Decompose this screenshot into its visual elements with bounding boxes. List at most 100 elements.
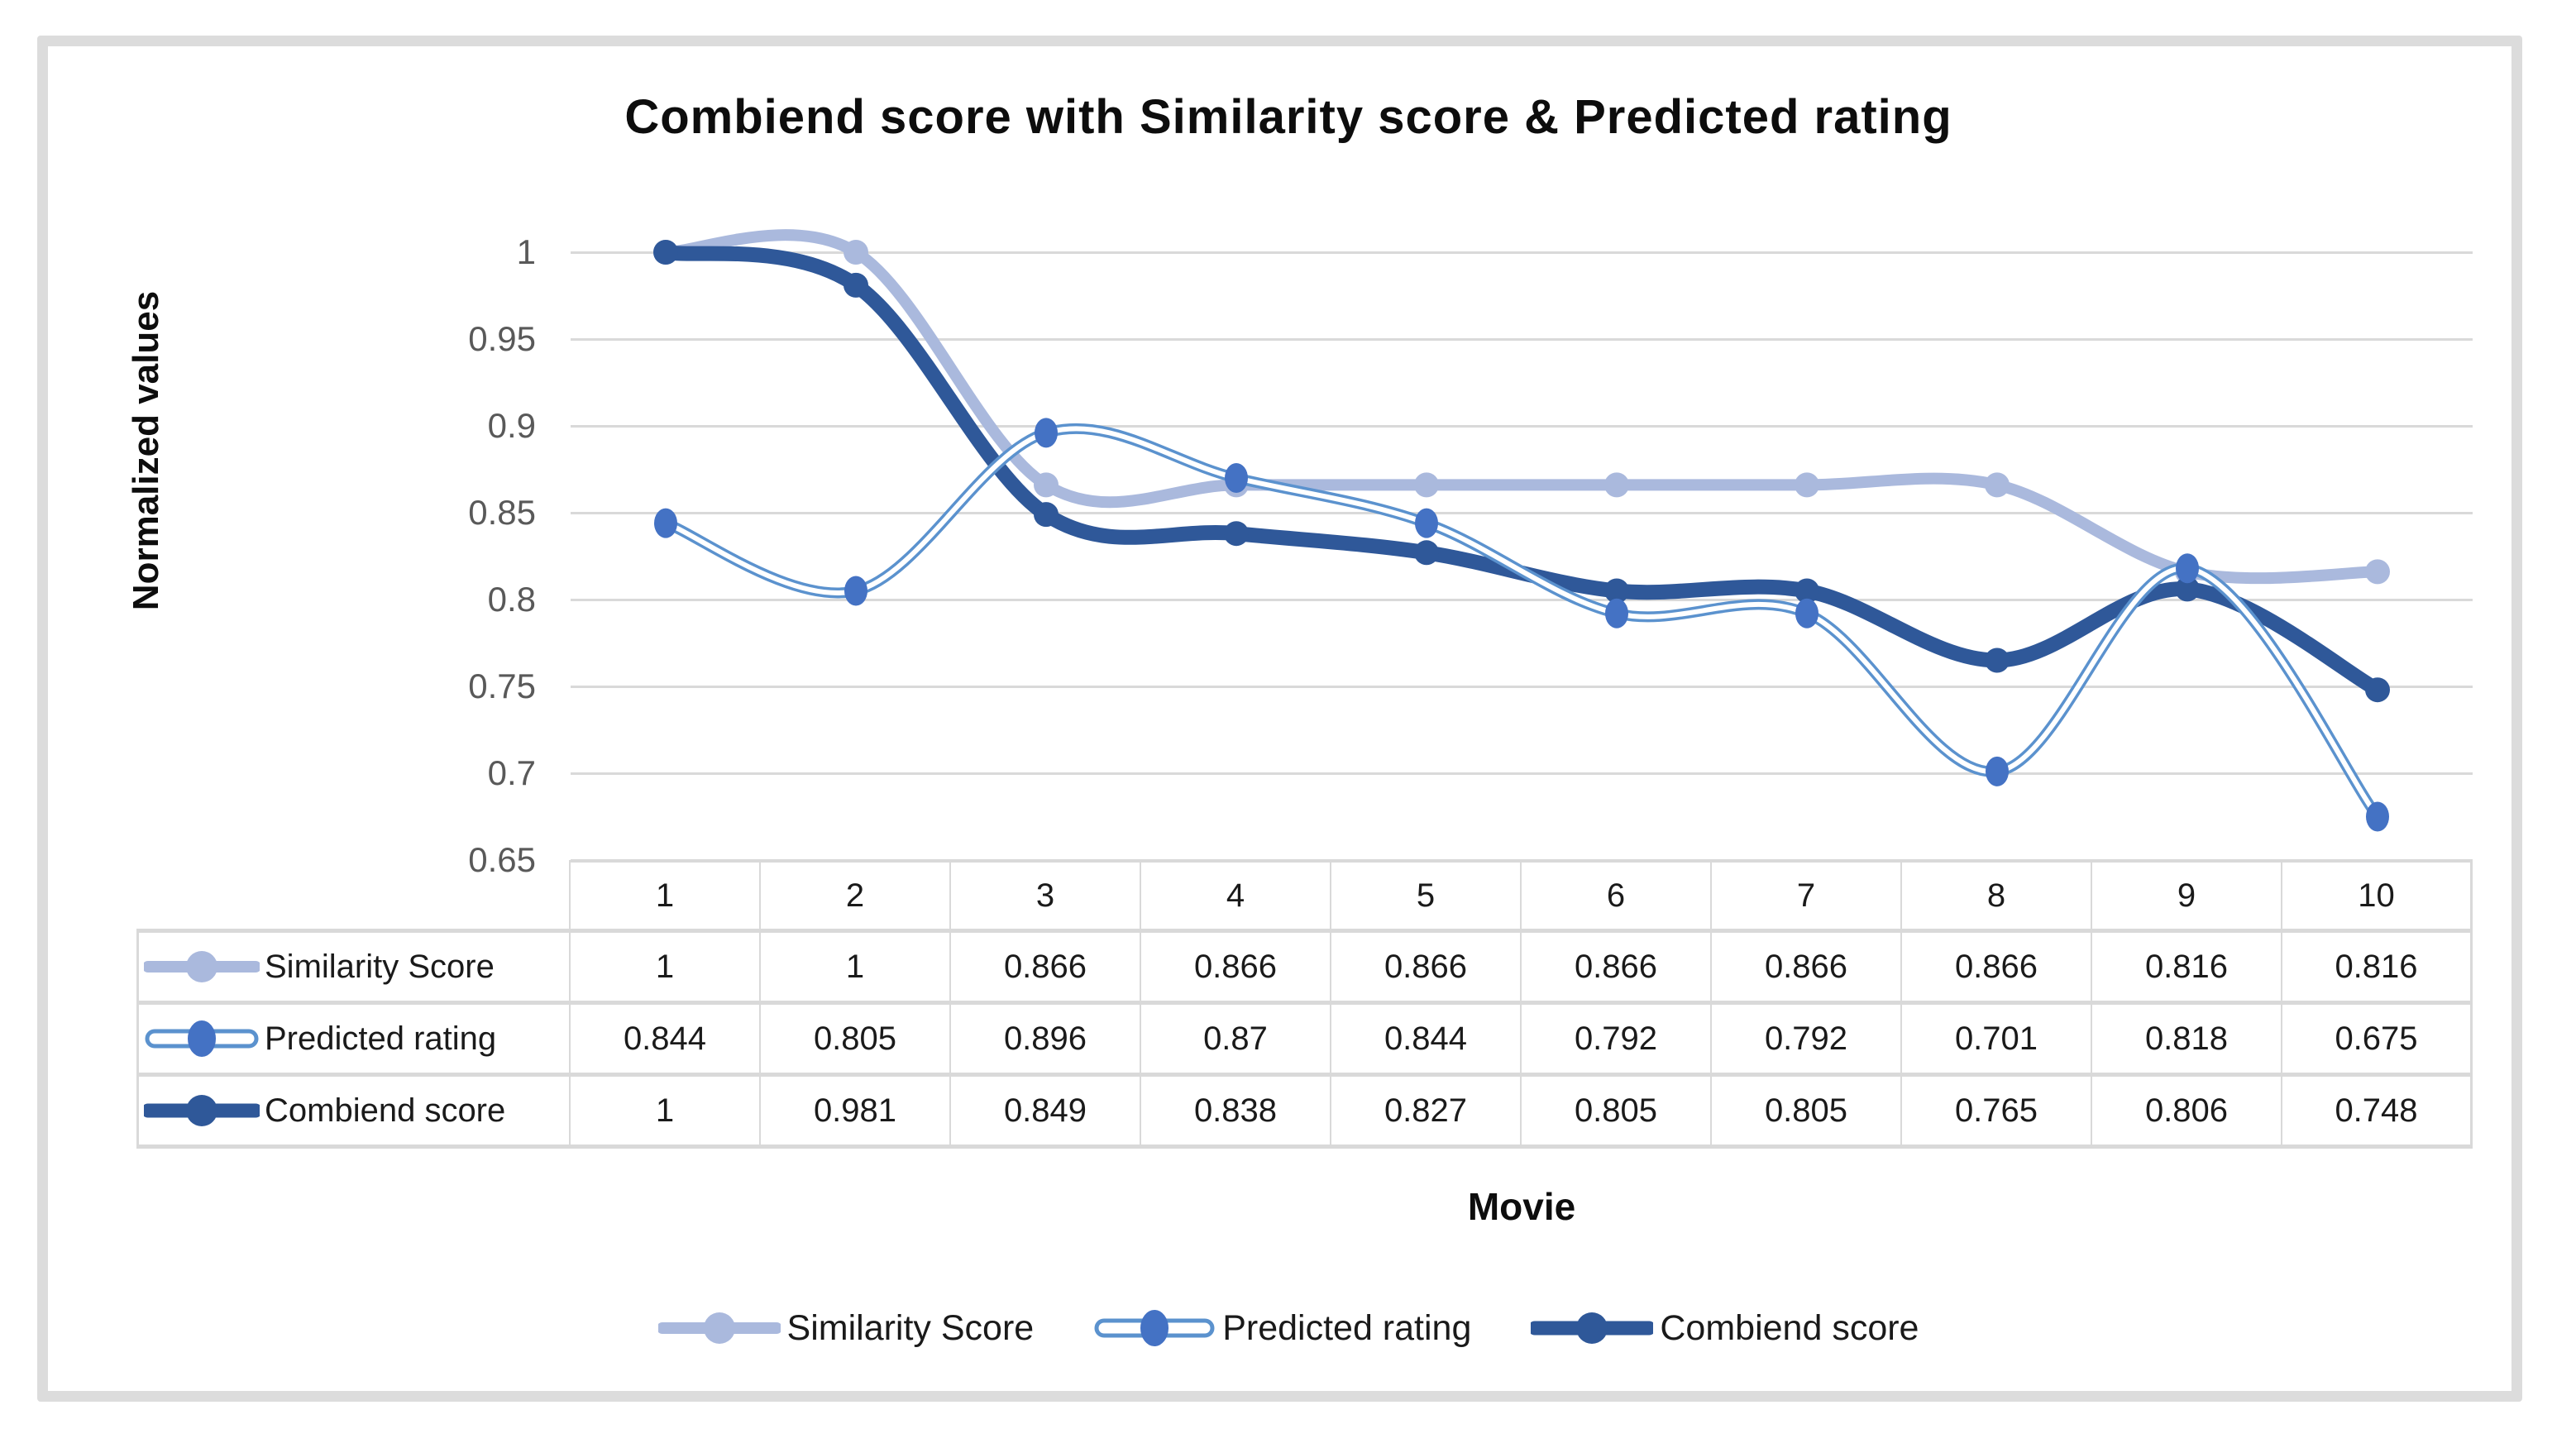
table-cell: 0.866: [1331, 933, 1522, 1005]
chart-outer-frame: [37, 36, 2522, 1402]
y-tick-label: 0.9: [487, 406, 536, 445]
table-cell: 0.866: [951, 933, 1141, 1005]
data-point-marker: [2365, 559, 2390, 585]
y-tick-label: 0.75: [468, 667, 536, 705]
legend-key-graphic: [657, 1312, 781, 1344]
series-name-label: Similarity Score: [265, 948, 495, 985]
table-header-cell: 8: [1902, 860, 2092, 933]
table-cell: 0.866: [1141, 933, 1331, 1005]
legend-label: Predicted rating: [1222, 1307, 1472, 1348]
data-point-marker: [1034, 502, 1059, 528]
legend-key-graphic: [1531, 1312, 1654, 1344]
table-cell: 0.844: [1331, 1005, 1522, 1077]
table-header-cell: 10: [2282, 860, 2473, 933]
legend-key-graphic: [145, 1020, 259, 1057]
table-cell: 0.805: [1522, 1077, 1712, 1149]
series-name-label: Combiend score: [265, 1092, 506, 1129]
similarity-score-line-marker-icon: [144, 945, 260, 988]
table-cell: 0.792: [1522, 1005, 1712, 1077]
data-point-marker: [1604, 578, 1629, 604]
legend-label: Similarity Score: [786, 1307, 1035, 1348]
series-label-predicted-rating: Predicted rating: [136, 1005, 571, 1077]
data-point-marker: [1986, 756, 2009, 786]
data-point-marker: [653, 240, 678, 265]
table-cell: 0.792: [1712, 1005, 1902, 1077]
line-chart-plot: [653, 229, 2390, 832]
table-cell: 0.981: [761, 1077, 951, 1149]
data-point-marker: [1415, 508, 1438, 538]
y-tick-label: 0.7: [487, 753, 536, 792]
table-cell: 0.805: [761, 1005, 951, 1077]
x-axis-title: Movie: [1467, 1185, 1576, 1228]
table-cell: 0.701: [1902, 1005, 2092, 1077]
table-cell: 0.866: [1712, 933, 1902, 1005]
legend-key-graphic: [1094, 1310, 1215, 1346]
data-point-marker: [1414, 540, 1439, 566]
table-header-cell: 1: [571, 860, 761, 933]
table-cell: 1: [761, 933, 951, 1005]
table-header-cell: 2: [761, 860, 951, 933]
data-point-marker: [1985, 472, 2010, 498]
data-point-marker: [2175, 576, 2200, 602]
series-name-label: Predicted rating: [265, 1020, 497, 1057]
data-table: 1 2 3 4 5 6 7 8 9 10 Similarity Score 1 1 0.866 0.866 0…: [136, 860, 2473, 1149]
data-point-marker: [1795, 578, 1819, 604]
table-cell: 0.838: [1141, 1077, 1331, 1149]
gridline: [571, 599, 2473, 601]
predicted-rating-line-marker-icon: [144, 1017, 260, 1060]
series-label-similarity-score: Similarity Score: [136, 933, 571, 1005]
y-tick-label: 1: [516, 232, 536, 271]
data-point-marker: [1795, 598, 1818, 628]
series-line-similarity-score: [660, 229, 2383, 585]
table-header-cell: 5: [1331, 860, 1522, 933]
data-point-marker: [1414, 472, 1439, 498]
table-cell: 0.805: [1712, 1077, 1902, 1149]
chart-legend: Similarity Score Predicted rating Combie…: [48, 1305, 2529, 1351]
table-cell: 1: [571, 933, 761, 1005]
data-point-marker: [1034, 472, 1059, 498]
y-tick-label: 0.65: [468, 840, 536, 879]
table-cell: 0.844: [571, 1005, 761, 1077]
table-corner-cell: [136, 860, 571, 933]
series-label-combiend-score: Combiend score: [136, 1077, 571, 1149]
data-point-marker: [2176, 553, 2199, 584]
data-point-marker: [1985, 648, 2010, 673]
data-point-marker: [1795, 472, 1819, 498]
y-tick-label: 0.8: [487, 580, 536, 619]
table-cell: 0.765: [1902, 1077, 2092, 1149]
table-cell: 0.849: [951, 1077, 1141, 1149]
table-cell: 0.806: [2092, 1077, 2282, 1149]
data-point-marker: [654, 508, 677, 538]
chart-title: Combiend score with Similarity score & P…: [624, 90, 1952, 144]
data-point-marker: [1604, 472, 1629, 498]
legend-key-graphic: [144, 1095, 260, 1126]
table-header-cell: 7: [1712, 860, 1902, 933]
combiend-score-line-marker-icon: [1531, 1305, 1654, 1351]
data-point-marker: [2365, 677, 2390, 703]
combiend-score-line-marker-icon: [144, 1089, 260, 1132]
table-cell: 0.87: [1141, 1005, 1331, 1077]
gridline: [571, 425, 2473, 428]
similarity-score-line-marker-icon: [657, 1305, 781, 1351]
legend-key-graphic: [144, 951, 260, 982]
gridline: [571, 686, 2473, 688]
table-cell: 0.748: [2282, 1077, 2473, 1149]
data-point-marker: [1035, 418, 1058, 448]
data-point-marker: [844, 576, 867, 606]
table-cell: 0.816: [2282, 933, 2473, 1005]
table-cell: 0.896: [951, 1005, 1141, 1077]
table-cell: 0.827: [1331, 1077, 1522, 1149]
data-point-marker: [2366, 801, 2389, 832]
table-cell: 0.675: [2282, 1005, 2473, 1077]
table-cell: 0.866: [1522, 933, 1712, 1005]
table-header-cell: 3: [951, 860, 1141, 933]
y-tick-label: 0.95: [468, 319, 536, 358]
data-point-marker: [1224, 521, 1249, 547]
gridline: [571, 251, 2473, 254]
gridline: [571, 512, 2473, 514]
gridline: [571, 772, 2473, 775]
series-line-core-predicted-rating: [663, 426, 2380, 820]
predicted-rating-line-marker-icon: [1093, 1305, 1216, 1351]
legend-label: Combiend score: [1660, 1307, 1919, 1348]
